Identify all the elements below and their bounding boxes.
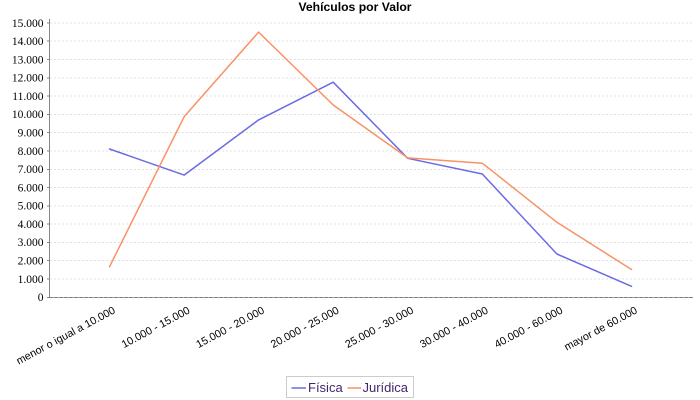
- svg-text:13.000: 13.000: [12, 54, 44, 66]
- svg-text:5.000: 5.000: [18, 201, 44, 213]
- svg-text:14.000: 14.000: [12, 36, 44, 48]
- svg-text:12.000: 12.000: [12, 73, 44, 85]
- svg-text:menor o igual a 10.000: menor o igual a 10.000: [15, 305, 118, 368]
- svg-text:2.000: 2.000: [18, 256, 44, 268]
- svg-text:7.000: 7.000: [18, 164, 44, 176]
- svg-text:8.000: 8.000: [18, 146, 44, 158]
- svg-text:3.000: 3.000: [18, 237, 44, 249]
- svg-text:30.000 - 40.000: 30.000 - 40.000: [418, 305, 490, 351]
- svg-text:6.000: 6.000: [18, 182, 44, 194]
- svg-text:mayor de 60.000: mayor de 60.000: [562, 305, 639, 354]
- svg-text:0: 0: [38, 292, 44, 304]
- svg-text:15.000: 15.000: [12, 18, 44, 30]
- svg-text:1.000: 1.000: [18, 274, 44, 286]
- svg-text:10.000 - 15.000: 10.000 - 15.000: [120, 305, 192, 351]
- svg-text:10.000: 10.000: [12, 109, 44, 121]
- svg-text:9.000: 9.000: [18, 128, 44, 140]
- svg-text:Física: Física: [308, 380, 343, 395]
- svg-text:40.000 - 60.000: 40.000 - 60.000: [493, 305, 565, 351]
- svg-text:Vehículos por Valor: Vehículos por Valor: [298, 0, 411, 14]
- svg-text:Jurídica: Jurídica: [363, 380, 409, 395]
- svg-text:15.000 - 20.000: 15.000 - 20.000: [194, 305, 266, 351]
- svg-text:25.000 - 30.000: 25.000 - 30.000: [343, 305, 415, 351]
- svg-text:20.000 - 25.000: 20.000 - 25.000: [269, 305, 341, 351]
- svg-text:4.000: 4.000: [18, 219, 44, 231]
- svg-text:11.000: 11.000: [12, 91, 43, 103]
